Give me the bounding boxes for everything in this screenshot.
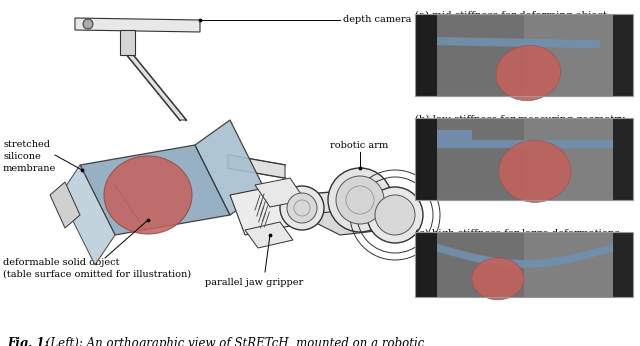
Polygon shape xyxy=(228,155,285,178)
Polygon shape xyxy=(50,182,80,228)
Polygon shape xyxy=(437,37,600,48)
Polygon shape xyxy=(524,232,613,297)
Polygon shape xyxy=(415,14,633,96)
Polygon shape xyxy=(255,178,305,207)
Text: depth camera: depth camera xyxy=(343,16,412,25)
Circle shape xyxy=(336,176,384,224)
Polygon shape xyxy=(613,118,633,200)
Polygon shape xyxy=(415,118,437,200)
Polygon shape xyxy=(127,55,186,120)
Text: robotic arm: robotic arm xyxy=(330,141,388,150)
Polygon shape xyxy=(230,185,295,235)
Polygon shape xyxy=(195,120,265,215)
Text: Fig. 1:: Fig. 1: xyxy=(7,337,49,346)
Polygon shape xyxy=(613,14,633,96)
Polygon shape xyxy=(295,188,390,217)
Text: parallel jaw gripper: parallel jaw gripper xyxy=(205,278,303,287)
Text: (c) high-stiffness for large deformations: (c) high-stiffness for large deformation… xyxy=(415,229,620,238)
Circle shape xyxy=(280,186,324,230)
Circle shape xyxy=(375,195,415,235)
Text: (a) mid-stiffness for deforming object: (a) mid-stiffness for deforming object xyxy=(415,11,607,20)
Polygon shape xyxy=(437,244,613,268)
Polygon shape xyxy=(75,18,200,32)
Circle shape xyxy=(328,168,392,232)
Text: (Left): An orthographic view of StRETcH, mounted on a robotic: (Left): An orthographic view of StRETcH,… xyxy=(42,337,424,346)
Polygon shape xyxy=(437,130,613,148)
Polygon shape xyxy=(524,118,613,200)
Polygon shape xyxy=(613,232,633,297)
Polygon shape xyxy=(415,14,437,96)
Polygon shape xyxy=(415,232,633,297)
Ellipse shape xyxy=(104,156,192,234)
Circle shape xyxy=(287,193,317,223)
Polygon shape xyxy=(524,14,613,96)
Polygon shape xyxy=(120,30,135,55)
Text: (b) low-stiffness for measuring geometry: (b) low-stiffness for measuring geometry xyxy=(415,115,625,124)
Polygon shape xyxy=(415,118,633,200)
Polygon shape xyxy=(245,222,293,248)
Circle shape xyxy=(367,187,423,243)
Text: deformable solid object
(table surface omitted for illustration): deformable solid object (table surface o… xyxy=(3,258,191,279)
Circle shape xyxy=(83,19,93,29)
Polygon shape xyxy=(415,232,437,297)
Text: stretched
silicone
membrane: stretched silicone membrane xyxy=(3,140,56,173)
Ellipse shape xyxy=(496,45,561,101)
Ellipse shape xyxy=(499,140,571,202)
Polygon shape xyxy=(80,145,230,235)
Ellipse shape xyxy=(472,258,524,300)
Polygon shape xyxy=(60,165,115,265)
Polygon shape xyxy=(300,210,385,235)
